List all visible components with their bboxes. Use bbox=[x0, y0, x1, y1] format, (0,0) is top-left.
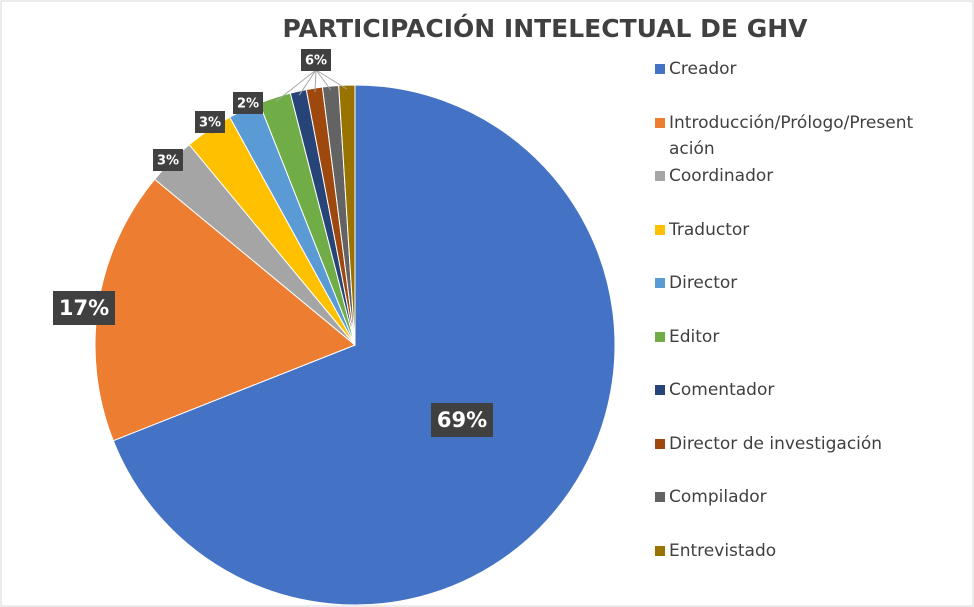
legend-item: Traductor bbox=[655, 217, 920, 271]
leader-line bbox=[315, 69, 332, 91]
leader-line bbox=[315, 69, 348, 90]
slice bbox=[112, 84, 616, 606]
data-label-box bbox=[53, 291, 115, 325]
legend-label: Editor bbox=[669, 326, 720, 347]
legend-label: Director de investigación bbox=[669, 433, 883, 454]
legend-label: Coordinador bbox=[669, 166, 774, 186]
data-label: 2% bbox=[237, 97, 259, 112]
data-label-box bbox=[195, 111, 225, 133]
legend-swatch bbox=[655, 492, 665, 502]
legend-item: Introducción/Prólogo/Presentación bbox=[655, 110, 920, 164]
leader-line bbox=[298, 69, 317, 96]
data-label-box bbox=[431, 403, 493, 437]
legend-label: Introducción/Prólogo/Presentación bbox=[669, 112, 914, 159]
legend-swatch bbox=[655, 117, 665, 128]
legend-item: Director de investigación bbox=[655, 431, 920, 485]
annotation: 6% bbox=[305, 54, 327, 69]
legend-item: Coordinador bbox=[655, 163, 920, 217]
legend-swatch bbox=[655, 64, 665, 74]
legend-swatch bbox=[655, 545, 665, 556]
data-label: 3% bbox=[199, 116, 221, 131]
legend-label: Compilador bbox=[669, 487, 767, 507]
data-label-box bbox=[233, 92, 263, 114]
legend-item: Comentador bbox=[655, 377, 920, 431]
legend-swatch bbox=[655, 171, 665, 181]
chart-title: PARTICIPACIÓN INTELECTUAL DE GHV bbox=[282, 13, 808, 43]
data-label-box bbox=[153, 149, 183, 171]
legend-label: Director bbox=[669, 273, 738, 293]
legend-swatch bbox=[655, 224, 665, 235]
data-label: 69% bbox=[437, 408, 487, 432]
legend-item: Director bbox=[655, 270, 920, 324]
data-label: 17% bbox=[59, 296, 109, 320]
legend-item: Editor bbox=[655, 324, 920, 378]
legend-label: Comentador bbox=[669, 380, 775, 400]
slice bbox=[338, 84, 356, 346]
legend: Creador Introducción/Prólogo/Presentación… bbox=[655, 56, 920, 591]
legend-item: Entrevistado bbox=[655, 538, 920, 592]
data-label: 3% bbox=[157, 154, 179, 169]
legend-swatch bbox=[655, 385, 665, 395]
legend-swatch bbox=[655, 438, 665, 449]
leader-line bbox=[314, 69, 317, 93]
legend-swatch bbox=[655, 331, 665, 342]
legend-item: Compilador bbox=[655, 484, 920, 538]
annotation-box bbox=[301, 49, 331, 71]
leader-line bbox=[275, 69, 317, 102]
legend-label: Creador bbox=[669, 59, 737, 79]
legend-item: Creador bbox=[655, 56, 920, 110]
legend-label: Traductor bbox=[669, 219, 750, 240]
legend-swatch bbox=[655, 278, 665, 288]
legend-label: Entrevistado bbox=[669, 540, 777, 561]
